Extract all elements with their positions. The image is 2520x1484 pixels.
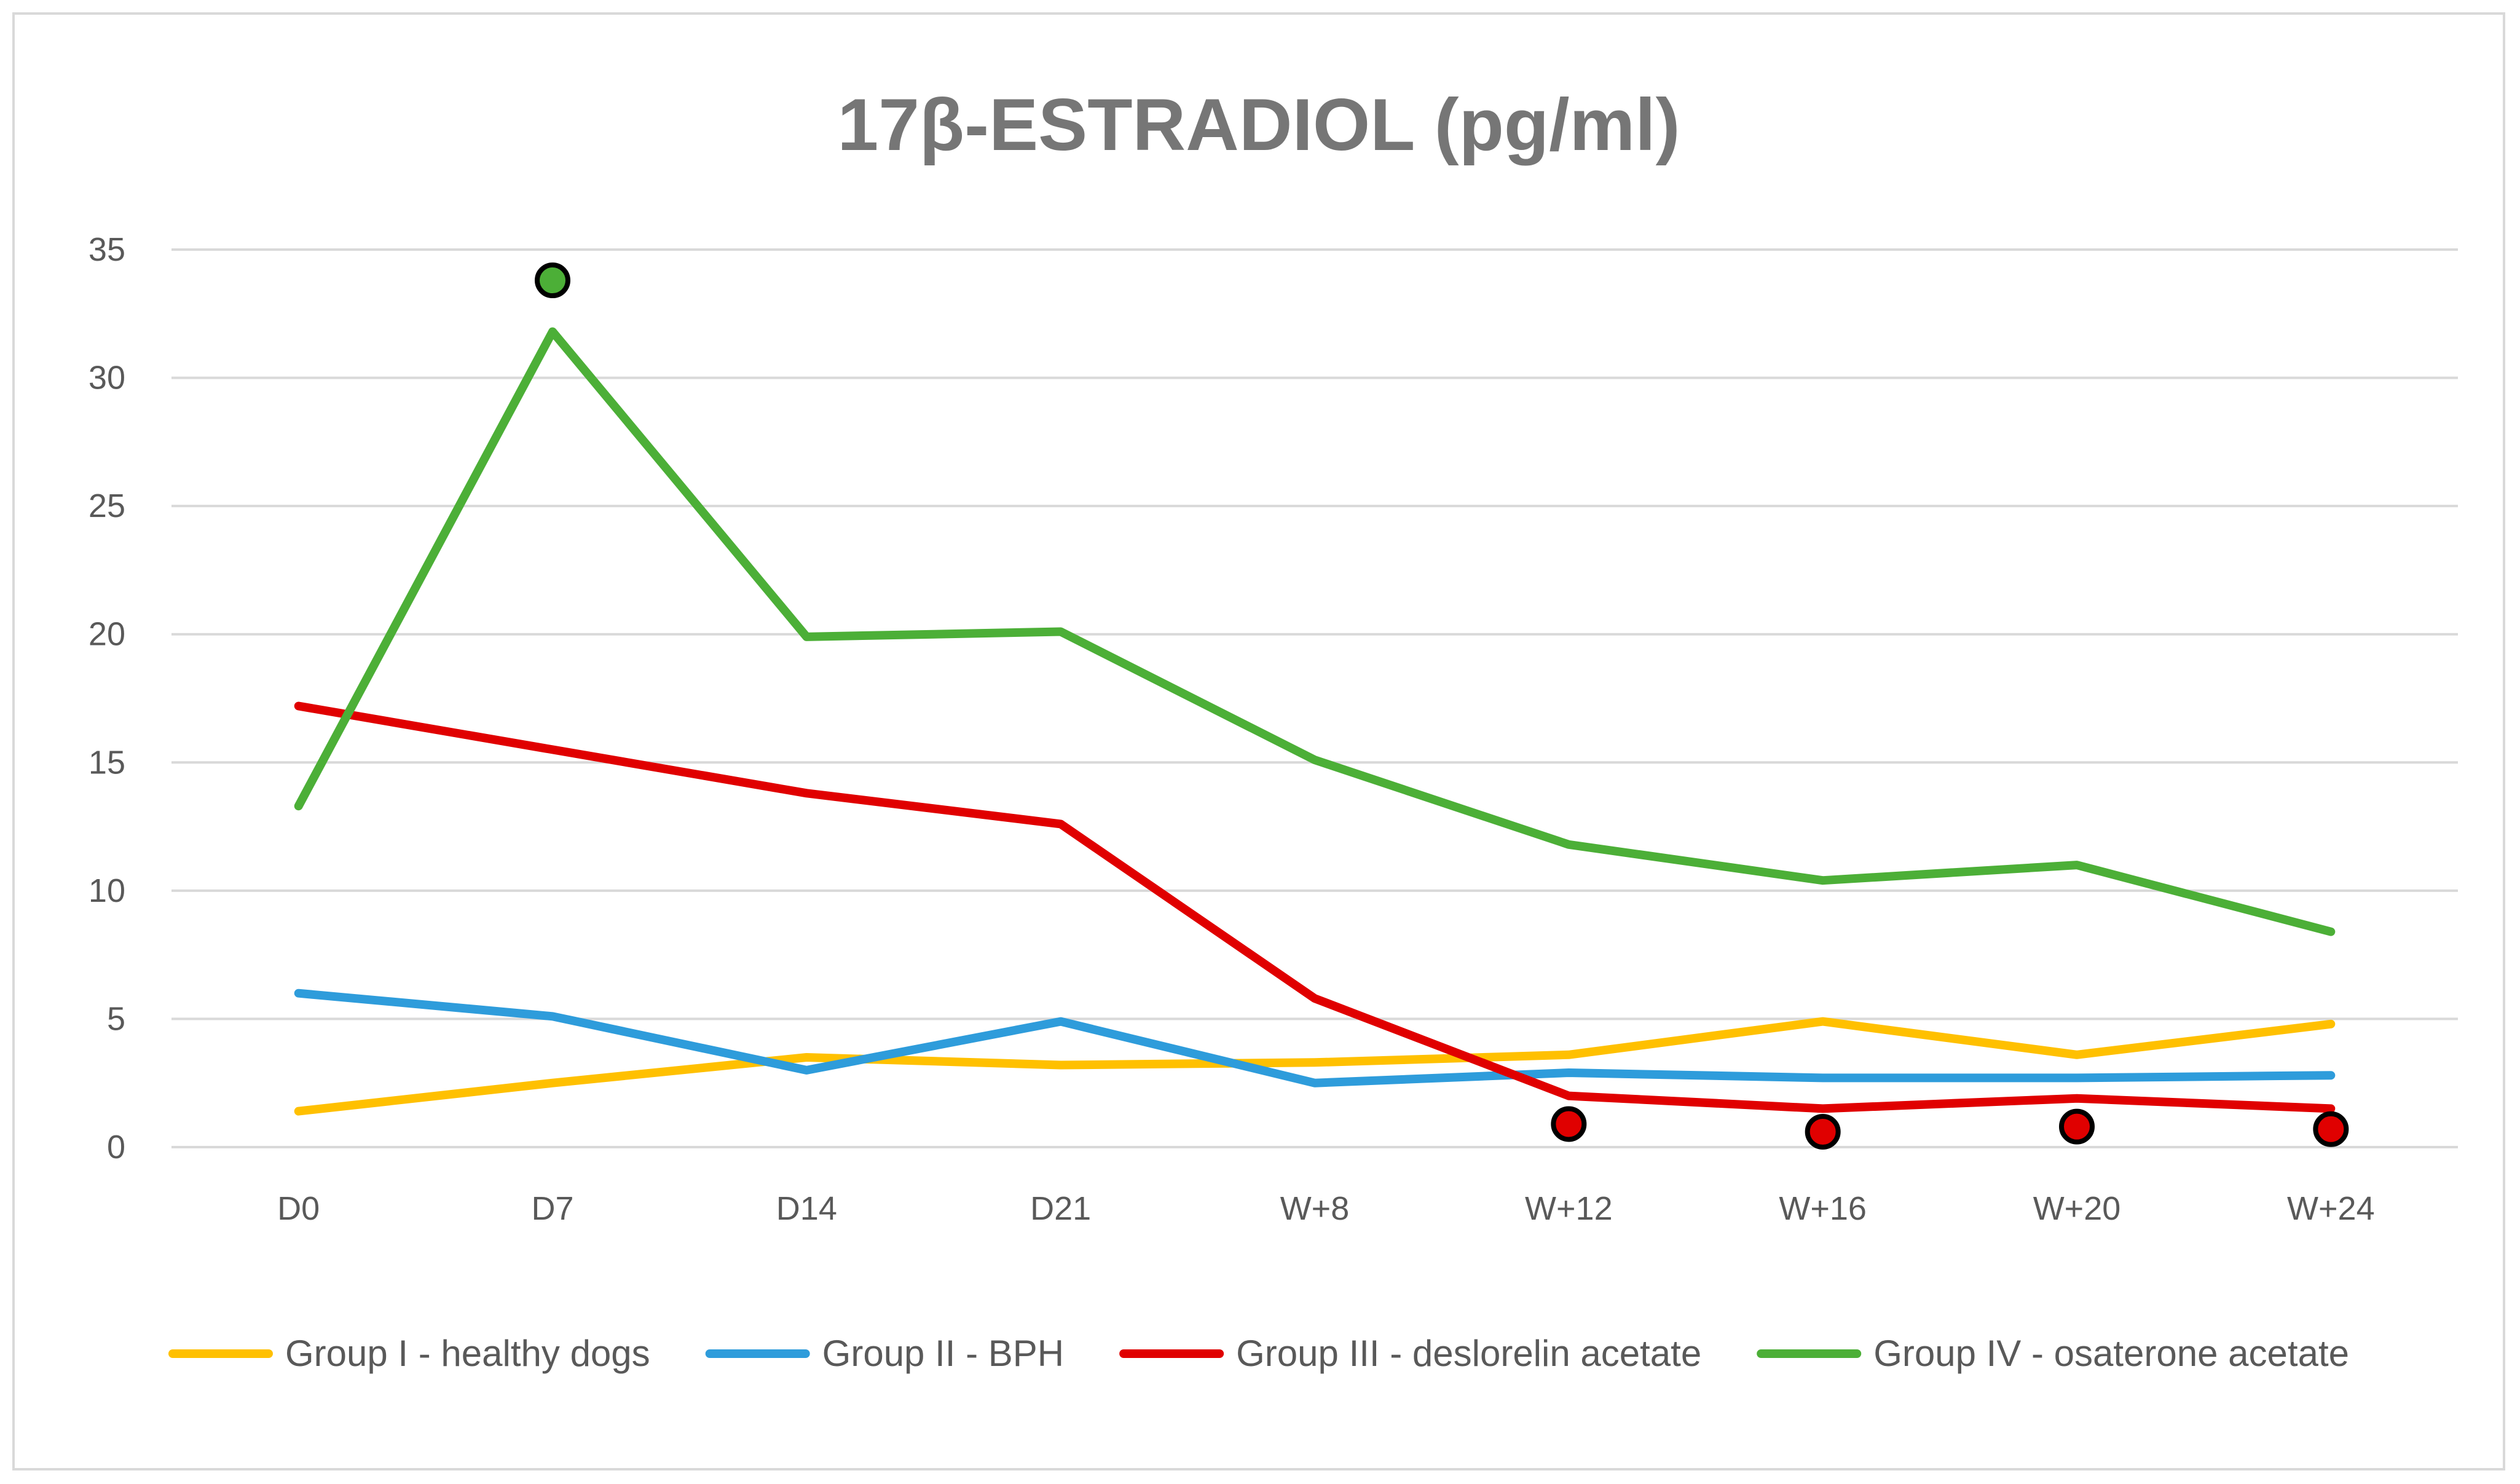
y-tick-label: 0 [107, 1129, 125, 1166]
y-tick-label: 5 [107, 1000, 125, 1037]
y-tick-label: 35 [89, 231, 125, 268]
significance-markers [535, 262, 2349, 1150]
y-tick-label: 15 [89, 744, 125, 781]
legend-item-4: Group IV - osaterone acetate [1757, 1333, 2349, 1374]
y-axis-ticks: 0 5 10 15 20 25 30 35 [89, 231, 125, 1166]
y-tick-label: 20 [89, 616, 125, 653]
legend-item-1: Group I - healthy dogs [168, 1333, 650, 1374]
legend-item-3: Group III - deslorelin acetate [1119, 1333, 1701, 1374]
x-tick-label: D7 [531, 1190, 573, 1227]
series-line-3 [294, 701, 2336, 1113]
significance-dot [535, 262, 570, 299]
x-tick-label: W+8 [1280, 1190, 1350, 1227]
series-line-2 [294, 989, 2336, 1087]
legend-label: Group IV - osaterone acetate [1873, 1333, 2349, 1374]
legend-label: Group II - BPH [822, 1333, 1064, 1374]
significance-dot [1805, 1113, 1841, 1150]
x-tick-label: D14 [776, 1190, 837, 1227]
x-tick-label: D21 [1030, 1190, 1091, 1227]
x-tick-label: D0 [277, 1190, 320, 1227]
x-tick-label: W+20 [2033, 1190, 2121, 1227]
legend-item-2: Group II - BPH [705, 1333, 1064, 1374]
significance-dot [2059, 1108, 2095, 1145]
y-tick-label: 10 [89, 872, 125, 909]
significance-dot [2313, 1111, 2349, 1147]
x-tick-label: W+12 [1525, 1190, 1613, 1227]
series-line-1 [294, 1017, 2336, 1116]
y-tick-label: 30 [89, 360, 125, 397]
series-lines [294, 327, 2336, 1116]
y-tick-label: 25 [89, 487, 125, 524]
x-axis-ticks: D0 D7 D14 D21 W+8 W+12 W+16 W+20 W+24 [277, 1190, 2374, 1227]
significance-dot [1551, 1106, 1587, 1142]
legend-label: Group III - deslorelin acetate [1236, 1333, 1701, 1374]
legend: Group I - healthy dogs Group II - BPH Grou… [168, 1333, 2349, 1374]
series-line-4 [294, 327, 2336, 936]
legend-label: Group I - healthy dogs [285, 1333, 650, 1374]
x-tick-label: W+16 [1779, 1190, 1867, 1227]
chart-frame: 17β-ESTRADIOL (pg/ml) 0 5 10 15 20 25 30 35 D0 D… [12, 12, 2505, 1470]
chart-title: 17β-ESTRADIOL (pg/ml) [837, 84, 1680, 166]
x-tick-label: W+24 [2287, 1190, 2375, 1227]
